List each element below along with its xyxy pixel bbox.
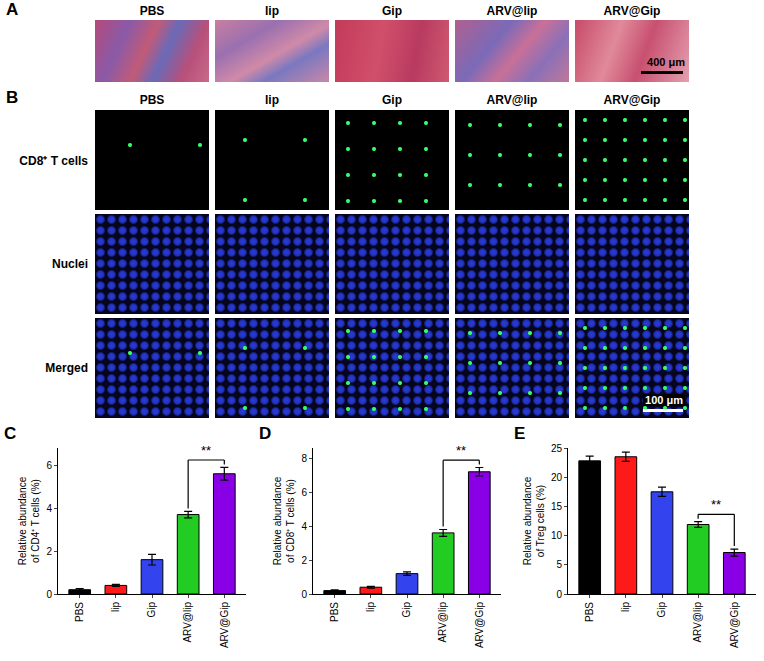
svg-text:20: 20 xyxy=(551,472,563,483)
svg-text:10: 10 xyxy=(551,530,563,541)
html-text:B: B xyxy=(6,88,19,107)
html-text:400 μm: 400 μm xyxy=(647,56,685,68)
svg-text:ARV@Gip: ARV@Gip xyxy=(729,602,740,649)
html-text:PBS: PBS xyxy=(139,93,165,107)
svg-text:4: 4 xyxy=(301,521,307,532)
svg-text:PBS: PBS xyxy=(74,602,85,622)
html-text:Merged: Merged xyxy=(45,361,88,375)
html-text:PBS: PBS xyxy=(139,4,165,18)
svg-text:6: 6 xyxy=(301,487,307,498)
svg-text:**: ** xyxy=(201,443,211,458)
svg-text:PBS: PBS xyxy=(329,602,340,622)
svg-text:ARV@Gip: ARV@Gip xyxy=(474,602,485,649)
svg-text:Relative abundanceof CD4⁺ T ce: Relative abundanceof CD4⁺ T cells (%) xyxy=(17,476,41,565)
svg-text:Gip: Gip xyxy=(146,602,157,618)
svg-text:Gip: Gip xyxy=(401,602,412,618)
svg-text:4: 4 xyxy=(46,503,52,514)
html-text:lip: lip xyxy=(265,93,279,107)
svg-text:0: 0 xyxy=(46,589,52,600)
svg-text:lip: lip xyxy=(620,602,631,612)
html-text:A: A xyxy=(6,0,19,19)
html-text:100 μm: 100 μm xyxy=(645,394,683,406)
svg-text:ARV@Gip: ARV@Gip xyxy=(219,602,230,649)
svg-text:25: 25 xyxy=(551,443,563,454)
svg-text:lip: lip xyxy=(110,602,121,612)
html-text:CD8⁺ T cells: CD8⁺ T cells xyxy=(19,153,88,168)
svg-text:8: 8 xyxy=(301,453,307,464)
svg-text:Relative abundanceof Treg cell: Relative abundanceof Treg cells (%) xyxy=(522,476,546,565)
svg-text:Gip: Gip xyxy=(656,602,667,618)
svg-text:ARV@lip: ARV@lip xyxy=(437,602,448,643)
html-text:ARV@Gip: ARV@Gip xyxy=(603,4,661,18)
svg-text:ARV@lip: ARV@lip xyxy=(182,602,193,643)
svg-text:15: 15 xyxy=(551,501,563,512)
html-text:ARV@Gip: ARV@Gip xyxy=(603,93,661,107)
html-text:Gip: Gip xyxy=(382,4,402,18)
svg-text:2: 2 xyxy=(46,546,52,557)
svg-text:**: ** xyxy=(456,443,466,458)
svg-text:**: ** xyxy=(711,497,721,512)
html-text:ARV@lip: ARV@lip xyxy=(486,4,538,18)
svg-text:PBS: PBS xyxy=(584,602,595,622)
svg-text:Relative abundanceof CD8⁺ T ce: Relative abundanceof CD8⁺ T cells (%) xyxy=(272,476,296,565)
svg-text:lip: lip xyxy=(365,602,376,612)
html-text:E: E xyxy=(514,424,526,443)
svg-text:0: 0 xyxy=(556,589,562,600)
html-text:D: D xyxy=(259,424,272,443)
svg-text:5: 5 xyxy=(556,559,562,570)
html-text:Nuclei: Nuclei xyxy=(52,257,88,271)
svg-text:ARV@lip: ARV@lip xyxy=(692,602,703,643)
html-text:lip: lip xyxy=(265,4,279,18)
html-text:ARV@lip: ARV@lip xyxy=(486,93,538,107)
svg-text:6: 6 xyxy=(46,460,52,471)
svg-text:2: 2 xyxy=(301,555,307,566)
html-text:Gip: Gip xyxy=(382,93,402,107)
html-text:C: C xyxy=(4,424,17,443)
svg-text:0: 0 xyxy=(301,589,307,600)
